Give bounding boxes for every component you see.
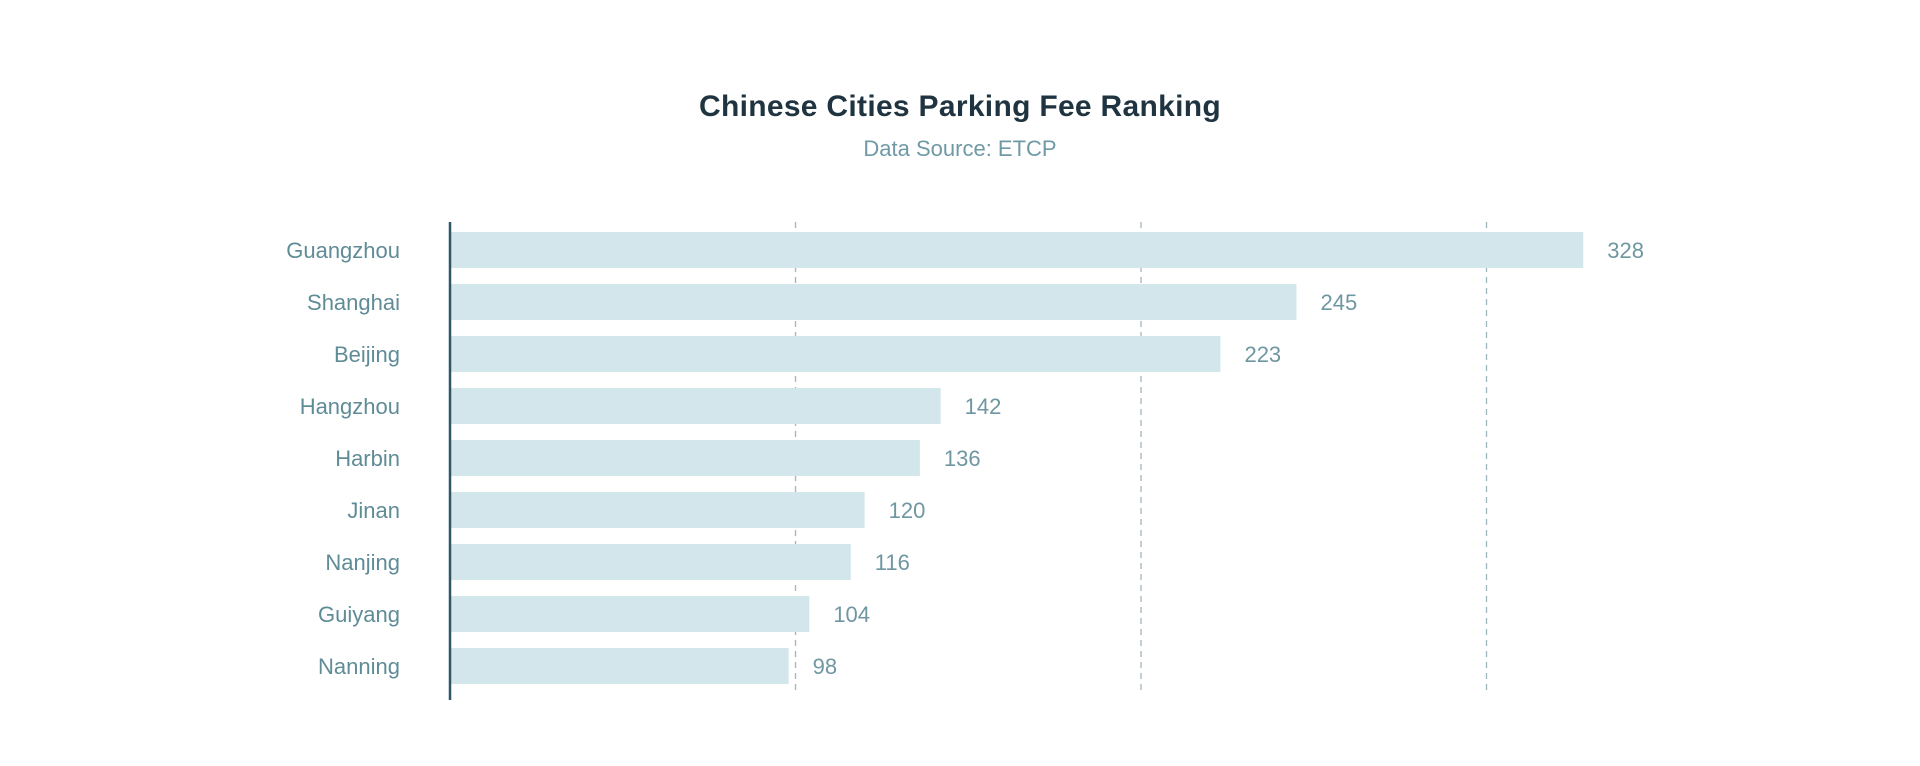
bar [450, 648, 789, 684]
bar [450, 284, 1297, 320]
value-label: 223 [1244, 342, 1281, 367]
chart-title: Chinese Cities Parking Fee Ranking [698, 90, 1222, 123]
category-label: Guangzhou [286, 238, 400, 263]
value-label: 104 [833, 602, 870, 627]
bar [450, 232, 1584, 268]
category-label: Nanjing [325, 550, 400, 575]
category-label: Beijing [334, 342, 400, 367]
value-label: 142 [965, 394, 1002, 419]
bar [450, 336, 1221, 372]
value-label: 116 [875, 550, 910, 575]
category-label: Nanning [318, 654, 400, 679]
category-label: Harbin [335, 446, 400, 471]
category-label: Jinan [347, 498, 400, 523]
bar [450, 596, 810, 632]
bar [450, 492, 865, 528]
bar [450, 440, 920, 476]
category-label: Hangzhou [300, 394, 400, 419]
chart-subtitle: Data Source: ETCP [863, 136, 1057, 161]
bar [450, 544, 851, 580]
category-label: Shanghai [307, 290, 400, 315]
value-label: 136 [944, 446, 981, 471]
bar [450, 388, 941, 424]
category-label: Guiyang [318, 602, 400, 627]
value-label: 328 [1607, 238, 1644, 263]
value-label: 98 [813, 654, 837, 679]
value-label: 245 [1320, 290, 1357, 315]
value-label: 120 [889, 498, 926, 523]
